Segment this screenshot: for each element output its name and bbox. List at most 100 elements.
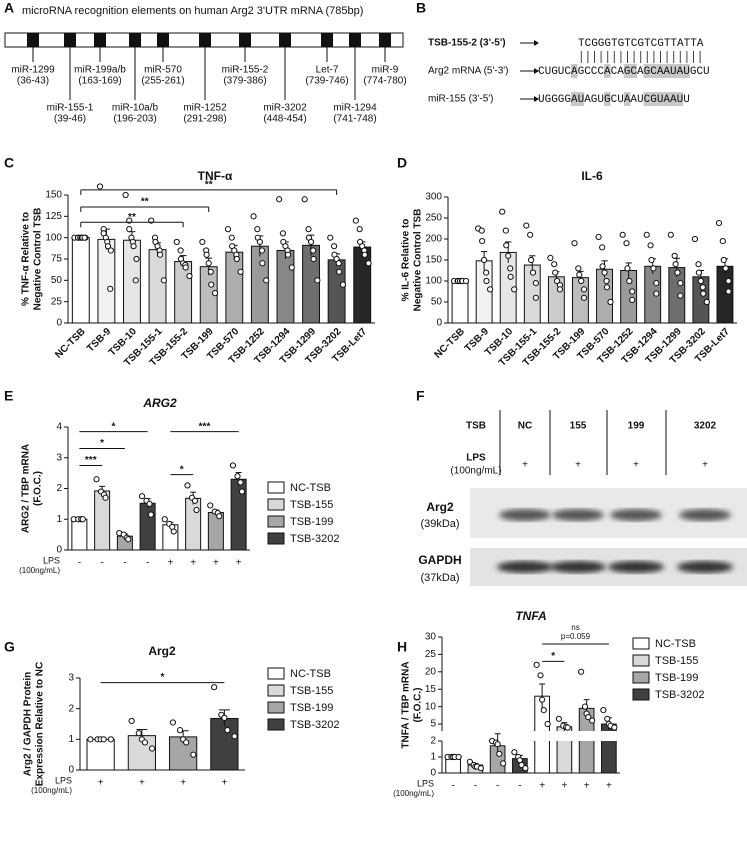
data-point bbox=[310, 255, 317, 263]
panel-label: H bbox=[397, 639, 407, 655]
x-tick-label: + bbox=[98, 778, 104, 789]
site-box bbox=[349, 33, 361, 47]
data-point bbox=[672, 261, 679, 268]
sequence: CUGUCAGCCCACAGCAGCAAUAUGCU bbox=[538, 66, 710, 78]
legend-label: TSB-3202 bbox=[290, 719, 340, 731]
base-highlight bbox=[643, 92, 651, 106]
y-axis-label: (F.O.C.) bbox=[33, 471, 44, 506]
site-range: (255-261) bbox=[141, 76, 184, 87]
data-point bbox=[216, 513, 223, 520]
data-point bbox=[578, 668, 585, 675]
data-point bbox=[141, 739, 149, 746]
y-tick-label: 150 bbox=[425, 255, 442, 266]
y-tick-label: 0 bbox=[430, 768, 436, 779]
data-point bbox=[126, 226, 133, 233]
x-tick-label: + bbox=[221, 778, 227, 789]
site-range: (739-746) bbox=[305, 76, 348, 87]
data-point bbox=[184, 482, 191, 489]
site-name: miR-199a/b bbox=[74, 65, 126, 76]
site-name: Let-7 bbox=[316, 65, 339, 76]
y-tick-label: 0 bbox=[56, 318, 62, 329]
bar bbox=[86, 738, 115, 771]
site-box bbox=[94, 33, 106, 47]
data-point bbox=[107, 247, 114, 254]
data-point bbox=[183, 739, 190, 746]
data-point bbox=[722, 265, 729, 272]
site-range: (39-46) bbox=[54, 114, 86, 125]
data-point bbox=[237, 268, 244, 275]
significance-note: p=0.059 bbox=[561, 632, 591, 641]
data-point bbox=[529, 269, 537, 276]
y-tick-label: 1 bbox=[430, 752, 436, 763]
data-point bbox=[238, 488, 246, 495]
bar bbox=[451, 280, 469, 324]
chart-title: TNF-α bbox=[198, 169, 233, 183]
sequence-group: TSB-155-2 (3'-5') TCGGGTGTCGTCGTTATTA Arg2… bbox=[428, 38, 710, 106]
significance-label: ns bbox=[571, 623, 579, 632]
panel-label: E bbox=[4, 388, 13, 404]
y-axis-label: % TNF-α Relative to bbox=[21, 212, 32, 306]
x-tick-label: - bbox=[78, 558, 81, 569]
data-point bbox=[589, 717, 596, 724]
legend-label: TSB-155 bbox=[655, 655, 698, 667]
data-point bbox=[228, 234, 235, 241]
base-highlight bbox=[623, 64, 631, 78]
data-point bbox=[553, 277, 561, 285]
bar bbox=[572, 277, 589, 324]
data-point bbox=[193, 506, 200, 514]
x-tick-label: - bbox=[123, 558, 126, 569]
data-point bbox=[527, 256, 535, 264]
data-point bbox=[231, 733, 238, 740]
data-point bbox=[177, 247, 184, 254]
data-point bbox=[643, 231, 650, 238]
data-point bbox=[507, 265, 514, 272]
blot-band bbox=[552, 509, 604, 521]
data-point bbox=[156, 251, 164, 258]
y-axis-label: (F.O.C.) bbox=[413, 688, 424, 723]
x-axis-label-unit: (100ng/mL) bbox=[393, 789, 434, 798]
x-axis-label: LPS bbox=[417, 778, 434, 788]
data-point bbox=[648, 256, 655, 264]
data-point bbox=[170, 528, 177, 535]
y-tick-label: 0 bbox=[68, 765, 74, 776]
lane-label: 3202 bbox=[694, 421, 717, 432]
blot-size: (37kDa) bbox=[420, 572, 459, 584]
data-point bbox=[624, 265, 631, 272]
data-point bbox=[483, 269, 490, 276]
data-point bbox=[623, 240, 630, 247]
legend-label: NC-TSB bbox=[655, 638, 696, 650]
x-tick-label: + bbox=[167, 558, 173, 569]
site-name: miR-3202 bbox=[263, 103, 307, 114]
legend-label: TSB-155 bbox=[290, 685, 333, 697]
panel-label: C bbox=[4, 155, 14, 171]
data-point bbox=[496, 750, 503, 757]
base-highlight bbox=[663, 64, 670, 78]
data-point bbox=[556, 286, 564, 293]
data-point bbox=[603, 284, 611, 291]
data-point bbox=[703, 298, 710, 306]
x-tick-label: + bbox=[213, 558, 219, 569]
data-point bbox=[79, 516, 86, 523]
data-point bbox=[544, 720, 551, 728]
site-range: (379-386) bbox=[223, 76, 266, 87]
x-axis-label-unit: (100ng/mL) bbox=[19, 566, 60, 575]
data-point bbox=[575, 265, 582, 272]
blot-name: Arg2 bbox=[426, 500, 454, 514]
base-highlight bbox=[663, 92, 670, 106]
x-tick-label: + bbox=[561, 781, 567, 792]
bar bbox=[185, 497, 202, 551]
data-point bbox=[486, 286, 494, 293]
data-point bbox=[511, 749, 518, 756]
significance-label: * bbox=[551, 651, 555, 662]
site-box bbox=[239, 33, 251, 47]
significance-label: *** bbox=[85, 455, 97, 466]
x-tick-label: - bbox=[451, 781, 454, 792]
x-tick-label: NC-TSB bbox=[53, 326, 87, 360]
data-point bbox=[207, 268, 214, 275]
data-point bbox=[600, 707, 607, 714]
blot-band bbox=[550, 561, 606, 573]
y-tick-label: 250 bbox=[425, 213, 442, 224]
data-point bbox=[532, 294, 539, 301]
y-tick-label: 4 bbox=[56, 422, 62, 433]
